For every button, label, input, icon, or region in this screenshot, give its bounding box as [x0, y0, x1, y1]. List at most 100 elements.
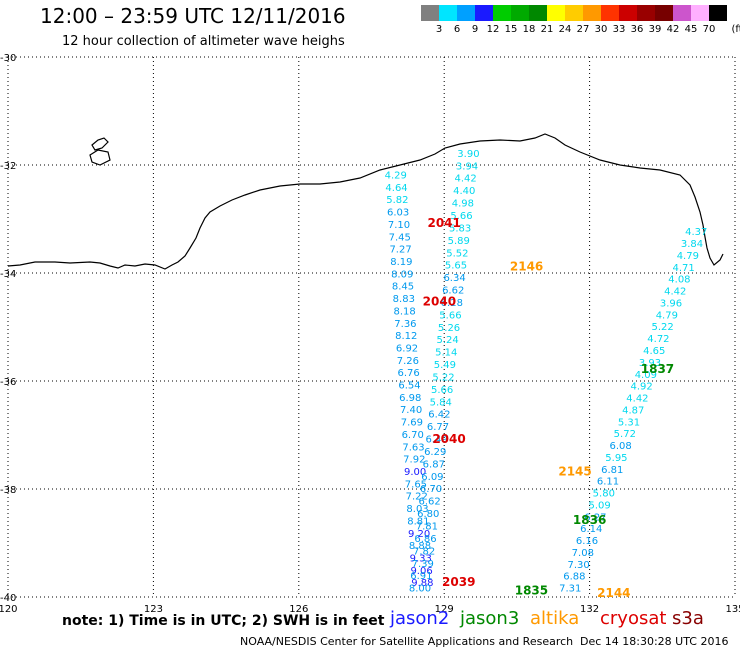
legend-swatch: [493, 5, 511, 21]
timestamp: Dec 14 18:30:28 UTC 2016: [580, 635, 729, 648]
legend-label: 9: [471, 24, 479, 35]
pass-time-label: 2144: [597, 586, 630, 600]
lon-tick-label: 123: [144, 604, 163, 615]
lat-tick-label: -40: [0, 593, 16, 604]
legend-swatch: [709, 5, 727, 21]
wave-height-value: 6.92: [396, 343, 418, 354]
wave-height-value: 4.79: [656, 310, 678, 321]
wave-height-value: 5.14: [435, 348, 457, 359]
lat-lon-grid: [7, 56, 736, 598]
legend-label: 30: [594, 24, 608, 35]
wave-height-value: 6.08: [609, 441, 631, 452]
wave-height-value: 8.09: [391, 269, 413, 280]
wave-height-value: 6.70: [402, 430, 424, 441]
wave-height-value: 6.88: [563, 572, 585, 583]
axis-labels: 120 123 126 129 132 135 -30 -32 -34 -36 -38 -40: [0, 53, 740, 615]
legend-label: 15: [504, 24, 518, 35]
pass-time-label: 2146: [510, 259, 543, 273]
wave-height-value: 7.81: [416, 522, 438, 533]
wave-height-value: 4.72: [647, 334, 669, 345]
wave-height-value: 8.12: [395, 331, 417, 342]
credit-line: NOAA/NESDIS Center for Satellite Applica…: [240, 635, 574, 648]
wave-height-value: 7.82: [413, 546, 435, 557]
satellite-name: altika: [530, 608, 580, 629]
wave-height-value: 8.00: [409, 584, 431, 595]
wave-height-value: 6.09: [421, 472, 443, 483]
wave-height-value: 5.66: [450, 211, 472, 222]
wave-height-value: 7.10: [388, 220, 410, 231]
legend-swatch: [583, 5, 601, 21]
wave-height-value: 3.93: [639, 358, 661, 369]
wave-height-value: 6.86: [414, 534, 436, 545]
wave-height-value: 8.81: [407, 516, 429, 527]
lat-tick-label: -32: [0, 161, 16, 172]
wave-height-value: 7.31: [559, 584, 581, 595]
legend-label: 42: [666, 24, 680, 35]
wave-height-value: 9.00: [404, 467, 426, 478]
wave-height-value: 9.33: [410, 553, 432, 564]
pass-time-label: 2041: [427, 216, 460, 230]
lat-tick-label: -36: [0, 377, 16, 388]
legend-swatch: [619, 5, 637, 21]
island: [91, 137, 109, 151]
wave-height-value: 4.65: [643, 346, 665, 357]
pass-time-label: 2040: [423, 294, 456, 308]
wave-height-value: 8.88: [409, 541, 431, 552]
wave-height-value: 6.87: [423, 459, 445, 470]
wave-height-value: 7.92: [403, 455, 425, 466]
wave-height-value: 6.42: [428, 410, 450, 421]
wave-height-value: 7.08: [572, 548, 594, 559]
pass-time-labels: 2041 2040 2040 2039 2146 2145 2144 1837 1836 1835: [423, 216, 675, 600]
legend-label: 21: [540, 24, 554, 35]
satellite-name: s3a: [672, 608, 704, 629]
map-title: 12:00 – 23:59 UTC 12/11/2016: [40, 4, 346, 28]
wave-height-value: 6.62: [442, 286, 464, 297]
pass-time-label: 1837: [641, 362, 674, 376]
wave-height-value: 6.11: [597, 477, 619, 488]
wave-height-value: 5.84: [430, 397, 452, 408]
wave-height-value: 7.39: [412, 559, 434, 570]
wave-height-value: 6.29: [424, 447, 446, 458]
legend-swatch: [547, 5, 565, 21]
wave-height-value: 4.42: [664, 287, 686, 298]
wave-height-value: 5.52: [446, 248, 468, 259]
legend-label: 3: [435, 24, 443, 35]
wave-height-value: 5.65: [445, 261, 467, 272]
island: [89, 149, 111, 166]
wave-height-value: 7.65: [405, 479, 427, 490]
legend-swatch: [475, 5, 493, 21]
wave-height-value: 4.09: [635, 370, 657, 381]
pass-time-label: 1835: [515, 583, 548, 597]
legend-label: 6: [453, 24, 461, 35]
wave-height-value: 9.06: [410, 566, 432, 577]
wave-height-value: 7.63: [402, 442, 424, 453]
lat-tick-label: -38: [0, 485, 16, 496]
wave-height-value: 8.03: [406, 504, 428, 515]
wave-height-value: 4.98: [452, 199, 474, 210]
legend-swatch: [439, 5, 457, 21]
legend-swatch: [529, 5, 547, 21]
legend-swatch: [673, 5, 691, 21]
map-subtitle: 12 hour collection of altimeter wave hei…: [62, 34, 345, 49]
wave-height-value: 7.26: [397, 356, 419, 367]
wave-height-value: 7.22: [406, 492, 428, 503]
wave-height-value: 7.40: [400, 405, 422, 416]
wave-height-value: 8.18: [393, 306, 415, 317]
legend-swatch: [421, 5, 439, 21]
wave-height-value: 5.09: [588, 500, 610, 511]
lat-tick-label: -30: [0, 53, 16, 64]
legend-unit: (ft): [731, 24, 740, 35]
wave-height-value: 5.26: [438, 323, 460, 334]
legend-label: 18: [522, 24, 536, 35]
wave-height-value: 5.80: [593, 489, 615, 500]
wave-height-value: 6.14: [580, 524, 602, 535]
pass-time-label: 2145: [558, 465, 591, 479]
wave-height-value: 7.27: [389, 245, 411, 256]
legend-label: 33: [612, 24, 626, 35]
satellite-name: cryosat: [600, 608, 667, 629]
legend-label: 36: [630, 24, 644, 35]
wave-height-value: 4.29: [385, 171, 407, 182]
pass-time-label: 2039: [442, 575, 475, 589]
wave-height-value: 8.19: [390, 257, 412, 268]
wave-height-value: 6.16: [576, 536, 598, 547]
